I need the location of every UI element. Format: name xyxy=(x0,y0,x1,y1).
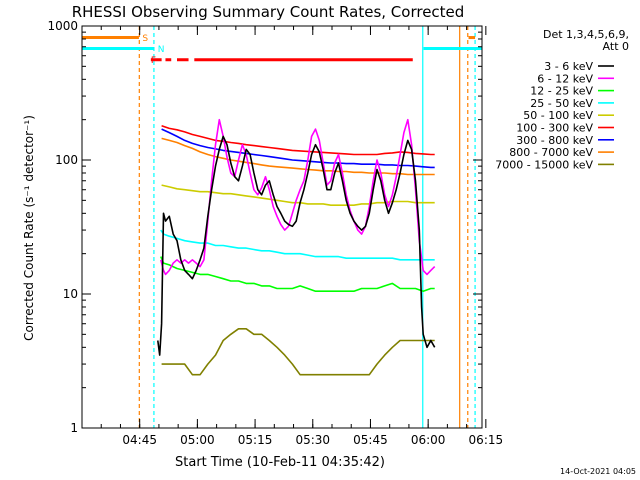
legend-label-6-12-kev: 6 - 12 keV xyxy=(537,72,593,85)
x-tick-label: 04:45 xyxy=(122,433,157,447)
flag-label-s: S xyxy=(142,34,148,44)
x-axis-label: Start Time (10-Feb-11 04:35:42) xyxy=(175,455,385,470)
y-tick-label: 10 xyxy=(63,287,78,301)
flag-label-n: N xyxy=(158,45,165,55)
x-tick-label: 05:45 xyxy=(353,433,388,447)
y-tick-label: 100 xyxy=(55,153,78,167)
x-tick-label: 05:00 xyxy=(180,433,215,447)
chart-title: RHESSI Observing Summary Count Rates, Co… xyxy=(72,3,465,21)
x-tick-label: 06:15 xyxy=(469,433,504,447)
legend-label-7000-15000-kev: 7000 - 15000 keV xyxy=(495,158,593,171)
y-tick-label: 1 xyxy=(70,421,78,435)
legend-label-3-6-kev: 3 - 6 keV xyxy=(544,60,593,73)
series-line-7000-15000-kev xyxy=(161,327,435,376)
series-line-300-800-kev xyxy=(161,128,435,169)
y-axis-label: Corrected Count Rate (s⁻¹ detector⁻¹) xyxy=(22,115,36,341)
x-tick-label: 05:30 xyxy=(295,433,330,447)
legend-label-100-300-kev: 100 - 300 keV xyxy=(516,122,593,135)
legend-label-50-100-kev: 50 - 100 keV xyxy=(523,109,593,122)
x-tick-label: 06:00 xyxy=(411,433,446,447)
series-line-12-25-kev xyxy=(160,256,435,293)
series-line-100-300-kev xyxy=(161,125,435,156)
y-tick-label: 1000 xyxy=(47,19,78,33)
legend-header-1: Det 1,3,4,5,6,9, xyxy=(543,28,629,41)
series-line-800-7000-kev xyxy=(161,137,435,176)
legend-label-12-25-kev: 12 - 25 keV xyxy=(530,85,593,98)
series-line-6-12-kev xyxy=(160,118,436,276)
plot-axes-group: 1 10 100 1000 04:45 05:00 05:15 05:30 05:45 06:00… xyxy=(47,19,503,447)
plot-data-group: SNF xyxy=(82,26,482,428)
legend-label-800-7000-kev: 800 - 7000 keV xyxy=(509,146,593,159)
footer-timestamp: 14-Oct-2021 04:05 xyxy=(560,467,636,476)
plot-frame xyxy=(81,25,483,429)
legend-header-2: Att 0 xyxy=(603,40,629,53)
series-line-3-6-kev xyxy=(157,135,436,356)
legend-label-25-50-kev: 25 - 50 keV xyxy=(530,97,593,110)
series-line-25-50-kev xyxy=(160,229,435,261)
legend-label-300-800-kev: 300 - 800 keV xyxy=(516,134,593,147)
flag-label-f: F xyxy=(151,56,156,66)
x-tick-label: 05:15 xyxy=(238,433,273,447)
